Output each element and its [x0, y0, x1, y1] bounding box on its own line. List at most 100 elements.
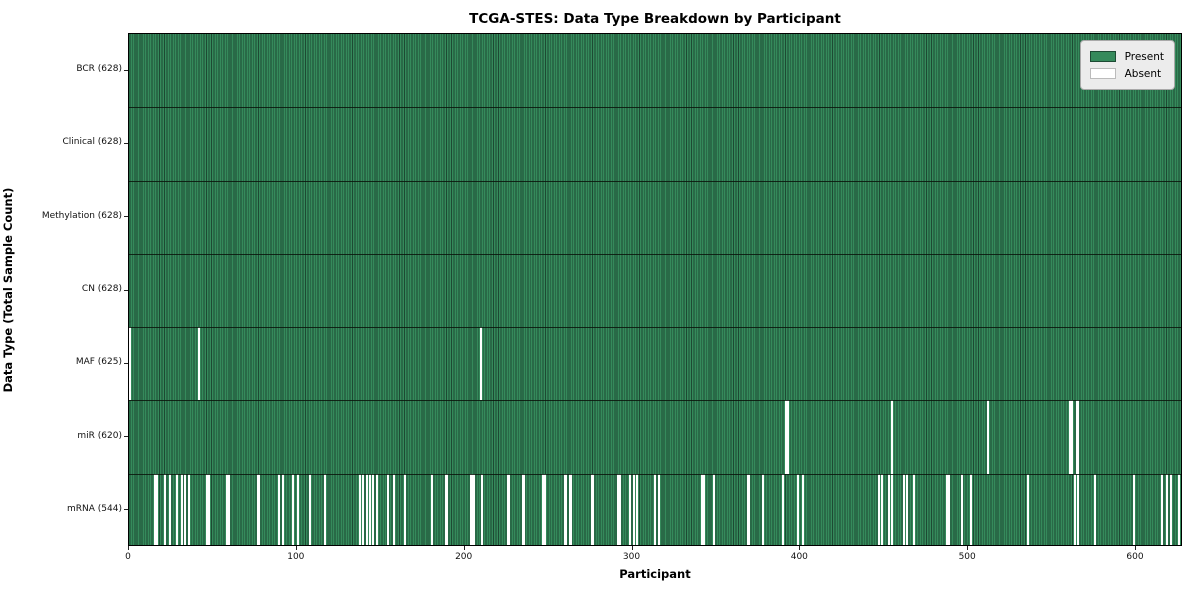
absent-gap — [256, 473, 259, 545]
absent-gap — [296, 473, 299, 545]
row-separator — [129, 107, 1181, 109]
y-tick-mark — [124, 436, 128, 438]
absent-gap — [473, 473, 476, 545]
absent-gap — [592, 473, 595, 545]
row-separator — [129, 400, 1181, 402]
y-tick-label-mRNA: mRNA (544) — [67, 503, 122, 514]
absent-gap — [880, 473, 883, 545]
absent-gap — [563, 473, 566, 545]
legend: Present Absent — [1079, 40, 1175, 90]
legend-label-absent: Absent — [1124, 67, 1162, 80]
absent-gap — [281, 473, 284, 545]
absent-gap — [1077, 400, 1080, 474]
absent-gap — [481, 473, 484, 545]
x-tick-label: 300 — [622, 552, 641, 562]
x-tick-mark — [1135, 546, 1136, 550]
absent-gap — [184, 473, 187, 545]
row-separator — [129, 180, 1181, 182]
absent-gap — [404, 473, 407, 545]
heatmap-row-mRNA — [129, 473, 1181, 545]
absent-gap — [444, 473, 447, 545]
absent-gap — [543, 473, 546, 545]
x-tick-mark — [128, 546, 129, 550]
absent-gap — [986, 400, 989, 474]
absent-gap — [961, 473, 964, 545]
absent-gap — [308, 473, 311, 545]
x-tick-mark — [463, 546, 465, 550]
absent-gap — [369, 473, 372, 545]
absent-gap — [387, 473, 390, 545]
x-tick-mark — [295, 546, 297, 550]
legend-label-present: Present — [1124, 50, 1164, 63]
absent-gap — [796, 473, 799, 545]
absent-gap — [713, 473, 716, 545]
x-tick-mark — [799, 546, 801, 550]
x-tick-mark — [967, 546, 969, 550]
heatmap-row-Methylation — [129, 180, 1181, 254]
absent-gap — [969, 473, 972, 545]
absent-gap — [802, 473, 805, 545]
heatmap-row-MAF — [129, 327, 1181, 401]
absent-gap — [654, 473, 657, 545]
absent-gap — [479, 327, 482, 401]
absent-gap — [187, 473, 190, 545]
absent-gap — [207, 473, 210, 545]
x-tick-label: 500 — [958, 552, 976, 562]
y-tick-label-miR: miR (620) — [77, 430, 122, 441]
absent-gap — [906, 473, 909, 545]
x-tick-label: 0 — [125, 552, 131, 562]
absent-gap — [948, 473, 951, 545]
y-tick-mark — [124, 142, 128, 144]
absent-gap — [181, 473, 184, 545]
absent-gap — [1177, 473, 1180, 545]
absent-gap — [568, 473, 571, 545]
absent-gap — [323, 473, 326, 545]
absent-gap — [392, 473, 395, 545]
absent-gap — [746, 473, 749, 545]
absent-gap — [129, 327, 132, 401]
absent-gap — [570, 473, 573, 545]
absent-gap — [890, 400, 893, 474]
absent-gap — [358, 473, 361, 545]
absent-gap — [590, 473, 593, 545]
x-tick-mark — [631, 546, 633, 550]
legend-entry-present: Present — [1089, 48, 1164, 65]
absent-gap — [887, 473, 890, 545]
absent-gap — [877, 473, 880, 545]
x-tick-label: 200 — [455, 552, 473, 562]
absent-gap — [197, 327, 200, 401]
y-tick-label-BCR: BCR (628) — [76, 64, 122, 75]
absent-gap — [372, 473, 375, 545]
absent-gap — [154, 473, 157, 545]
absent-gap — [1077, 473, 1080, 545]
y-tick-label-CN: CN (628) — [81, 284, 122, 294]
absent-gap — [541, 473, 544, 545]
absent-gap — [471, 473, 474, 545]
row-separator — [129, 253, 1181, 255]
y-tick-label-MAF: MAF (625) — [75, 357, 122, 368]
heatmap-row-Clinical — [129, 107, 1181, 181]
y-tick-mark — [124, 289, 128, 291]
absent-gap — [748, 473, 751, 545]
absent-gap — [902, 473, 905, 545]
y-tick-mark — [124, 216, 128, 218]
absent-gap — [206, 473, 209, 545]
x-axis-label: Participant — [619, 567, 691, 581]
x-tick-label: 100 — [287, 552, 305, 562]
absent-gap — [781, 473, 784, 545]
absent-gap — [565, 473, 568, 545]
absent-gap — [1073, 473, 1076, 545]
absent-gap — [523, 473, 526, 545]
x-tick-label: 600 — [1126, 552, 1144, 562]
absent-gap — [365, 473, 368, 545]
absent-gap — [375, 473, 378, 545]
absent-gap — [1166, 473, 1169, 545]
absent-gap — [169, 473, 172, 545]
absent-gap — [508, 473, 511, 545]
absent-gap — [228, 473, 231, 545]
absent-gap — [175, 473, 178, 545]
absent-gap — [761, 473, 764, 545]
y-tick-label-Clinical: Clinical (628) — [62, 137, 122, 148]
absent-gap — [1075, 400, 1078, 474]
